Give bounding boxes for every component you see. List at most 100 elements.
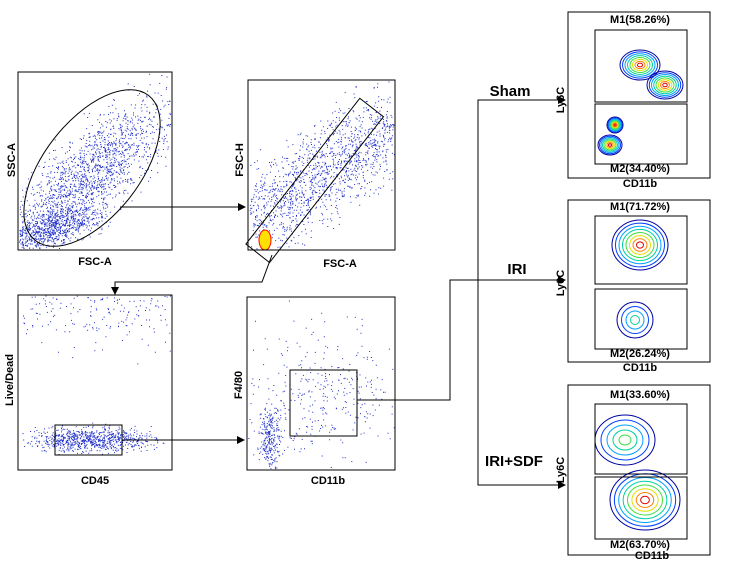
cell-events [627,55,653,75]
cell-events [662,82,668,88]
cell-events [637,62,643,68]
axis-label: Live/Dead [4,354,16,406]
group-label: Sham [490,83,531,100]
cell-events [612,429,638,451]
axis-label: SSC-A [6,143,18,177]
cell-events [609,469,681,531]
gate-label: M1(58.26%) [610,14,670,26]
cell-events [618,477,672,523]
cell-events [651,74,679,96]
axis-label: CD45 [81,475,109,487]
cell-events [629,235,651,255]
cell-events [19,73,172,250]
cell-events [609,119,621,131]
cell-events [610,120,620,130]
cell-events [611,121,619,129]
cell-events [602,138,618,152]
cell-events [635,492,655,508]
cell-events [23,295,74,353]
axis-label: F4/80 [233,371,245,399]
cell-events [629,57,651,73]
cell-events [640,495,650,505]
gate [594,103,688,165]
axis-label: FSC-A [323,258,357,270]
cell-events [631,488,659,512]
cell-events [30,295,171,365]
cell-events [622,228,658,262]
cell-events [625,232,655,258]
axis-label: FSC-A [78,256,112,268]
cell-events [632,58,648,72]
gate [594,29,688,103]
cell-events [655,77,675,93]
cell-events [648,72,682,98]
gate [289,369,358,437]
gate [594,476,688,540]
group-label: IRI [507,261,526,278]
cell-events [653,75,677,95]
cell-events [634,60,646,70]
axis-label: Ly6C [555,270,567,297]
cell-events [597,134,623,156]
cell-events [249,81,395,250]
cell-events [660,81,670,89]
gate [594,403,688,475]
gate-label: M2(63.70%) [610,539,670,551]
cell-events [258,229,272,251]
cell-events [646,70,684,100]
cell-events [624,53,656,77]
cell-events [622,51,658,79]
cell-events [599,135,621,155]
cell-events [616,301,654,339]
cell-events [632,238,648,252]
gate [245,97,385,264]
cell-events [600,137,620,153]
cell-events [605,140,615,150]
cell-events [606,424,644,456]
cell-events [611,219,669,271]
plot-frame [567,11,711,179]
axis-label: Ly6C [555,87,567,114]
cell-events [619,49,661,81]
cell-events [606,142,614,148]
gate-label: M2(34.40%) [610,163,670,175]
cell-events [608,143,612,147]
plot-frame [567,384,711,556]
axis-label: CD11b [635,550,670,562]
arrow [111,254,273,295]
plot-frame [567,199,711,363]
gate-label: M1(33.60%) [610,389,670,401]
axis-label: FSC-H [234,143,246,177]
arrow [477,280,566,489]
cell-events [600,419,650,461]
cell-events [618,434,632,446]
cell-events [657,79,673,91]
cell-events [248,300,395,468]
cell-events [607,117,623,133]
cell-events [603,139,617,151]
cell-events [615,222,665,268]
arrow [357,276,566,401]
cell-events [594,414,656,466]
plot-frame [247,79,396,251]
gate-label: M2(26.24%) [610,348,670,360]
axis-label: CD11b [623,362,658,374]
axis-label: CD11b [623,178,658,190]
arrow [477,96,566,280]
axis-label: Ly6C [555,457,567,484]
cell-events [608,118,622,132]
cell-events [627,484,663,516]
cell-events [612,122,618,128]
cell-events [606,116,624,134]
axis-label: CD11b [311,475,346,487]
group-label: IRI+SDF [485,453,543,470]
plot-frame [17,294,173,471]
cell-events [622,480,668,520]
cell-events [22,422,165,455]
cell-events [19,197,111,249]
cell-events [257,403,284,470]
cell-events [625,310,645,330]
dot-layer [19,49,684,531]
cell-events [636,241,644,249]
